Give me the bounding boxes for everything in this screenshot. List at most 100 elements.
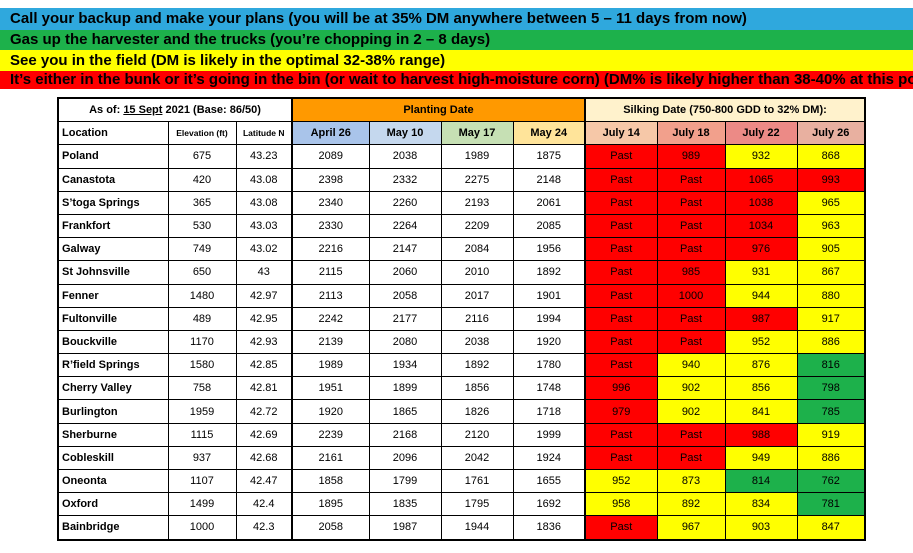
location-cell: Oxford — [57, 492, 169, 517]
planting-gdd-cell: 2080 — [368, 329, 442, 355]
latitude-cell: 43.08 — [235, 167, 293, 192]
planting-gdd-cell: 2332 — [368, 167, 442, 192]
silking-gdd-cell: Past — [584, 445, 658, 471]
latitude-cell: 42.47 — [235, 468, 293, 494]
silking-gdd-cell: 847 — [796, 515, 866, 541]
latitude-cell: 43 — [235, 260, 293, 285]
silking-gdd-cell: 902 — [656, 376, 726, 401]
planting-gdd-cell: 1892 — [440, 353, 514, 378]
silking-gdd-cell: 905 — [796, 237, 866, 262]
silking-gdd-cell: Past — [584, 190, 658, 215]
planting-gdd-cell: 2161 — [291, 445, 370, 471]
silking-gdd-cell: Past — [584, 329, 658, 355]
col-planting-may-10: May 10 — [368, 121, 442, 146]
planting-gdd-cell: 1761 — [440, 468, 514, 494]
silking-gdd-cell: 952 — [724, 329, 798, 355]
location-cell: Canastota — [57, 167, 169, 192]
planting-gdd-cell: 1892 — [512, 260, 586, 285]
silking-gdd-cell: Past — [656, 306, 726, 331]
planting-gdd-cell: 2089 — [291, 144, 370, 169]
elevation-cell: 489 — [167, 306, 237, 331]
planting-gdd-cell: 2139 — [291, 329, 370, 355]
silking-gdd-cell: 834 — [724, 492, 798, 517]
silking-gdd-cell: Past — [584, 237, 658, 262]
latitude-cell: 42.4 — [235, 492, 293, 517]
silking-gdd-cell: 987 — [724, 306, 798, 331]
location-cell: Poland — [57, 144, 169, 169]
table-row: Sherburne 1115 42.69 2239 2168 2120 1999 Past Pa… — [57, 422, 866, 447]
latitude-cell: 42.97 — [235, 283, 293, 308]
planting-gdd-cell: 1989 — [291, 353, 370, 378]
planting-gdd-cell: 2147 — [368, 237, 442, 262]
location-cell: St Johnsville — [57, 260, 169, 285]
location-cell: Cobleskill — [57, 445, 169, 471]
planting-gdd-cell: 2115 — [291, 260, 370, 285]
col-silking-july-26: July 26 — [796, 121, 866, 146]
silking-gdd-cell: 903 — [724, 515, 798, 541]
table-row: Burlington 1959 42.72 1920 1865 1826 1718 979 90… — [57, 399, 866, 424]
silking-gdd-cell: Past — [584, 353, 658, 378]
silking-gdd-cell: 873 — [656, 468, 726, 494]
planting-gdd-cell: 1924 — [512, 445, 586, 471]
silking-gdd-cell: 886 — [796, 329, 866, 355]
silking-gdd-cell: 902 — [656, 399, 726, 424]
location-cell: Fultonville — [57, 306, 169, 331]
planting-gdd-cell: 2038 — [440, 329, 514, 355]
silking-gdd-cell: 867 — [796, 260, 866, 285]
elevation-cell: 420 — [167, 167, 237, 192]
table-row: Galway 749 43.02 2216 2147 2084 1956 Past Past 97… — [57, 237, 866, 262]
planting-gdd-cell: 2177 — [368, 306, 442, 331]
planting-gdd-cell: 1865 — [368, 399, 442, 424]
silking-gdd-cell: 976 — [724, 237, 798, 262]
elevation-cell: 675 — [167, 144, 237, 169]
silking-gdd-cell: Past — [656, 190, 726, 215]
silking-gdd-cell: Past — [584, 144, 658, 169]
silking-gdd-cell: Past — [584, 260, 658, 285]
elevation-cell: 1580 — [167, 353, 237, 378]
planting-gdd-cell: 1856 — [440, 376, 514, 401]
table-row: St Johnsville 650 43 2115 2060 2010 1892 Past 98… — [57, 260, 866, 285]
silking-gdd-cell: 952 — [584, 468, 658, 494]
planting-gdd-cell: 1795 — [440, 492, 514, 517]
planting-gdd-cell: 2216 — [291, 237, 370, 262]
elevation-cell: 1107 — [167, 468, 237, 494]
planting-gdd-cell: 2398 — [291, 167, 370, 192]
silking-gdd-cell: Past — [584, 283, 658, 308]
latitude-cell: 42.93 — [235, 329, 293, 355]
planting-gdd-cell: 1895 — [291, 492, 370, 517]
planting-gdd-cell: 1989 — [440, 144, 514, 169]
legend-see-you: See you in the field (DM is likely in th… — [0, 50, 913, 71]
silking-gdd-cell: 856 — [724, 376, 798, 401]
silking-gdd-cell: 876 — [724, 353, 798, 378]
planting-gdd-cell: 2275 — [440, 167, 514, 192]
latitude-cell: 43.02 — [235, 237, 293, 262]
planting-gdd-cell: 1920 — [512, 329, 586, 355]
table-row: Bouckville 1170 42.93 2139 2080 2038 1920 Past P… — [57, 329, 866, 355]
planting-gdd-cell: 1987 — [368, 515, 442, 541]
planting-gdd-cell: 2010 — [440, 260, 514, 285]
col-latitude: Latitude N — [235, 121, 293, 146]
table-row: Fultonville 489 42.95 2242 2177 2116 1994 Past P… — [57, 306, 866, 331]
silking-gdd-cell: 996 — [584, 376, 658, 401]
planting-gdd-cell: 2340 — [291, 190, 370, 215]
planting-gdd-cell: 2042 — [440, 445, 514, 471]
planting-gdd-cell: 2113 — [291, 283, 370, 308]
planting-gdd-cell: 1875 — [512, 144, 586, 169]
table-row: Canastota 420 43.08 2398 2332 2275 2148 Past Pas… — [57, 167, 866, 192]
location-cell: Bouckville — [57, 329, 169, 355]
location-cell: S’toga Springs — [57, 190, 169, 215]
silking-gdd-cell: Past — [656, 213, 726, 239]
location-cell: Oneonta — [57, 468, 169, 494]
table-row: Cherry Valley 758 42.81 1951 1899 1856 1748 996… — [57, 376, 866, 401]
planting-gdd-cell: 2058 — [291, 515, 370, 541]
silking-gdd-cell: 940 — [656, 353, 726, 378]
planting-gdd-cell: 2264 — [368, 213, 442, 239]
location-cell: Galway — [57, 237, 169, 262]
planting-gdd-cell: 1748 — [512, 376, 586, 401]
planting-gdd-cell: 1835 — [368, 492, 442, 517]
silking-gdd-cell: 1038 — [724, 190, 798, 215]
latitude-cell: 42.95 — [235, 306, 293, 331]
as-of-cell: As of: 15 Sept 2021 (Base: 86/50) — [57, 97, 293, 123]
location-cell: Bainbridge — [57, 515, 169, 541]
planting-date-header: Planting Date — [291, 97, 586, 123]
